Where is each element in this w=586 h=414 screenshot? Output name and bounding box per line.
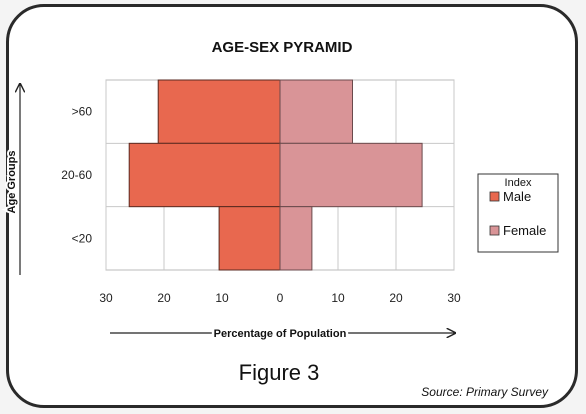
x-tick-label: 30: [99, 291, 113, 305]
x-tick-label: 20: [389, 291, 403, 305]
legend-box: [477, 173, 559, 253]
y-axis-label: Age Groups: [6, 151, 18, 214]
bar-female: [279, 206, 313, 271]
bar-female: [279, 142, 423, 208]
x-tick-label: 0: [277, 291, 284, 305]
legend-title: Index: [505, 177, 532, 189]
source-note: Source: Primary Survey: [421, 385, 549, 399]
y-category-label: 20-60: [61, 168, 92, 182]
x-tick-label: 20: [157, 291, 171, 305]
y-category-labels: >60 20-60 <20: [61, 105, 92, 246]
x-tick-label: 10: [215, 291, 229, 305]
legend-entry: Female: [503, 223, 546, 238]
bar-female: [279, 79, 353, 144]
chart-title: AGE-SEX PYRAMID: [212, 39, 353, 56]
legend-entry: Male: [503, 189, 531, 204]
legend-swatch: [489, 191, 500, 202]
x-axis-label: Percentage of Population: [214, 328, 347, 340]
legend-swatch: [489, 225, 500, 236]
x-tick-label: 30: [447, 291, 461, 305]
legend: Index Male Female: [477, 173, 559, 253]
x-tick-labels: 30 20 10 0 10 20 30: [99, 291, 461, 305]
figure-caption: Figure 3: [239, 360, 320, 385]
bar-male: [128, 142, 281, 208]
bar-male: [157, 79, 281, 144]
x-tick-label: 10: [331, 291, 345, 305]
y-category-label: <20: [72, 231, 93, 245]
bar-male: [218, 206, 281, 271]
y-category-label: >60: [72, 105, 93, 119]
bars-group: [128, 79, 423, 271]
